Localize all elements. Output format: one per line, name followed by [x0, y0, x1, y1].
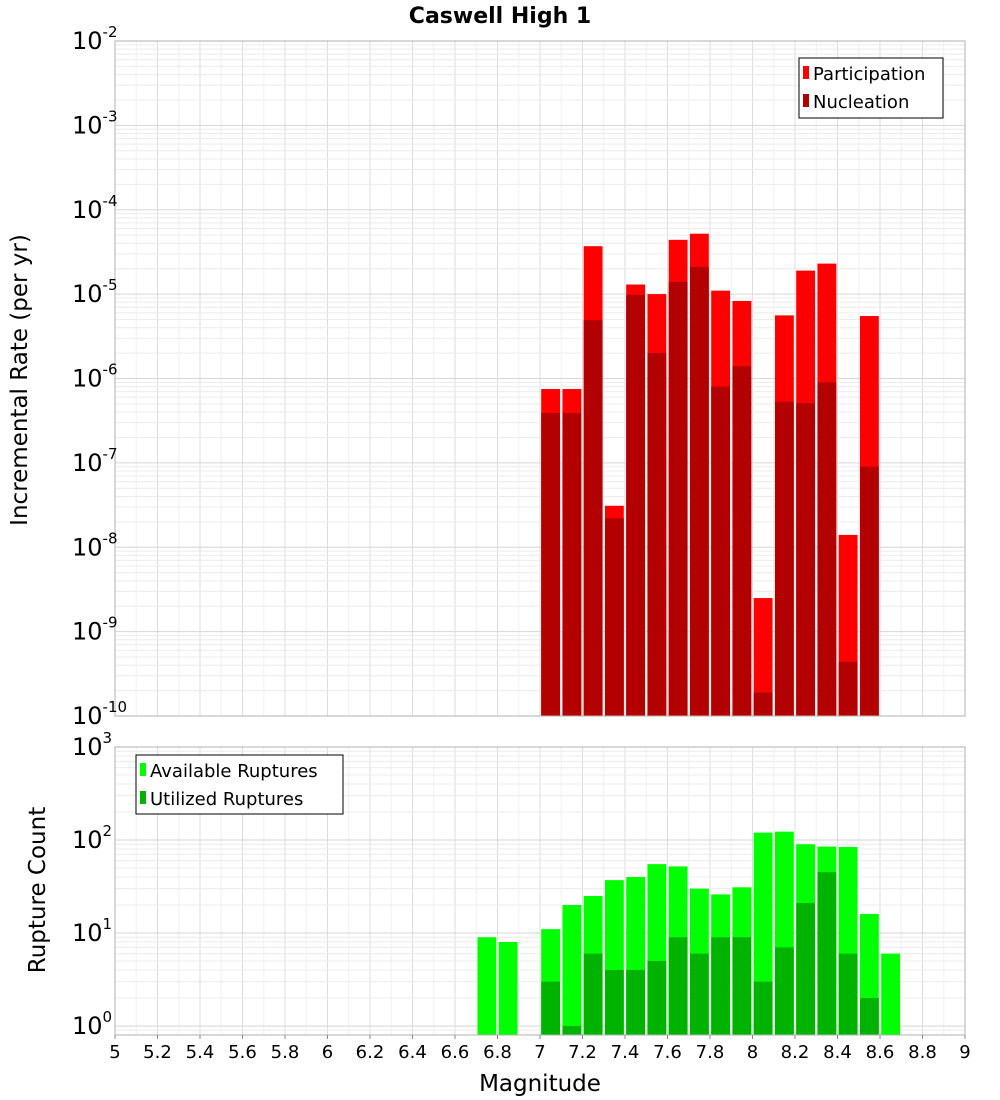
bar-utilized-ruptures — [689, 953, 709, 1035]
bar-utilized-ruptures — [647, 960, 667, 1035]
counts-y-tick-label: 100 — [72, 1008, 112, 1040]
counts-y-tick-label: 102 — [72, 822, 112, 854]
x-tick-label: 8.6 — [866, 1042, 895, 1063]
rates-y-tick-label: 10-9 — [72, 614, 118, 646]
bar-nucleation — [562, 413, 582, 716]
bar-available-ruptures — [477, 937, 497, 1035]
bar-utilized-ruptures — [796, 903, 816, 1035]
bar-nucleation — [647, 353, 667, 716]
chart-title: Caswell High 1 — [409, 4, 591, 29]
x-tick-label: 6 — [322, 1042, 333, 1063]
rates-bars — [541, 233, 879, 716]
bar-nucleation — [689, 266, 709, 716]
rates-y-tick-label: 10-3 — [72, 107, 118, 139]
rates-y-tick-label: 10-10 — [72, 698, 127, 730]
bar-nucleation — [753, 692, 773, 716]
bar-utilized-ruptures — [583, 953, 603, 1035]
bar-available-ruptures — [881, 953, 901, 1035]
x-tick-label: 5 — [109, 1042, 120, 1063]
legend-swatch-participation — [803, 66, 809, 79]
counts-y-tick-label: 103 — [72, 729, 112, 761]
x-tick-label: 5.6 — [228, 1042, 257, 1063]
x-tick-label: 8.4 — [823, 1042, 852, 1063]
legend-label-utilized-ruptures: Utilized Ruptures — [150, 789, 303, 810]
rates-y-tick-label: 10-8 — [72, 529, 118, 561]
x-tick-label: 7.8 — [696, 1042, 725, 1063]
bar-utilized-ruptures — [562, 1025, 582, 1035]
x-tick-label: 5.2 — [143, 1042, 172, 1063]
bar-available-ruptures — [562, 904, 582, 1035]
rates-y-tick-label: 10-7 — [72, 445, 118, 477]
rates-y-tick-label: 10-6 — [72, 361, 118, 393]
bar-nucleation — [817, 382, 837, 716]
x-tick-label: 6.4 — [398, 1042, 427, 1063]
bar-nucleation — [626, 294, 646, 716]
x-tick-label: 6.2 — [356, 1042, 385, 1063]
x-tick-label: 7.6 — [653, 1042, 682, 1063]
bar-utilized-ruptures — [711, 937, 731, 1035]
x-tick-label: 9 — [959, 1042, 970, 1063]
rates-y-ticks: 10-2 10-3 10-4 10-5 10-6 10-7 10-8 10-9 10-10 — [72, 23, 127, 730]
bar-nucleation — [838, 661, 858, 716]
x-tick-label: 7.2 — [568, 1042, 597, 1063]
x-tick-label: 6.8 — [483, 1042, 512, 1063]
rates-grid — [114, 41, 966, 717]
bar-utilized-ruptures — [604, 969, 624, 1035]
bar-utilized-ruptures — [774, 947, 794, 1035]
bar-nucleation — [796, 403, 816, 716]
rates-plot-frame — [114, 40, 966, 717]
x-tick-label: 8.2 — [781, 1042, 810, 1063]
bar-utilized-ruptures — [817, 872, 837, 1035]
counts-legend: Available Ruptures Utilized Ruptures — [135, 754, 344, 815]
x-tick-label: 8 — [747, 1042, 758, 1063]
bar-utilized-ruptures — [541, 981, 561, 1035]
counts-x-ticks: 5 5.2 5.4 5.6 5.8 6 6.2 6.4 6.6 6.8 7 7.2 7.4 7.6 7.8 8… — [109, 1035, 971, 1063]
bar-nucleation — [583, 320, 603, 716]
bar-available-ruptures — [498, 942, 518, 1035]
bar-utilized-ruptures — [753, 981, 773, 1035]
legend-label-nucleation: Nucleation — [813, 92, 909, 113]
legend-swatch-nucleation — [803, 94, 809, 107]
rates-y-axis-title: Incremental Rate (per yr) — [7, 234, 33, 526]
counts-y-axis-title: Rupture Count — [25, 807, 51, 973]
bar-nucleation — [732, 366, 752, 716]
rates-y-tick-label: 10-5 — [72, 276, 118, 308]
bar-nucleation — [859, 466, 879, 716]
legend-swatch-utilized-ruptures — [140, 791, 146, 804]
counts-bars — [477, 831, 901, 1035]
rates-y-tick-label: 10-4 — [72, 192, 118, 224]
x-tick-label: 5.8 — [271, 1042, 300, 1063]
bar-participation — [753, 598, 773, 716]
bar-nucleation — [541, 413, 561, 716]
bar-utilized-ruptures — [668, 937, 688, 1035]
x-tick-label: 7.4 — [611, 1042, 640, 1063]
bar-utilized-ruptures — [859, 997, 879, 1035]
bar-nucleation — [711, 386, 731, 716]
legend-label-participation: Participation — [813, 64, 925, 85]
bar-utilized-ruptures — [732, 937, 752, 1035]
x-axis-title: Magnitude — [479, 1071, 601, 1097]
x-tick-label: 6.6 — [441, 1042, 470, 1063]
bar-nucleation — [668, 281, 688, 716]
counts-legend-box — [135, 754, 344, 815]
bar-nucleation — [774, 401, 794, 716]
x-tick-label: 7 — [534, 1042, 545, 1063]
bar-nucleation — [604, 518, 624, 716]
rates-legend-box — [798, 57, 944, 119]
x-tick-label: 8.8 — [908, 1042, 937, 1063]
bar-utilized-ruptures — [626, 969, 646, 1035]
legend-swatch-available-ruptures — [140, 763, 146, 776]
rates-y-tick-label: 10-2 — [72, 23, 118, 55]
counts-y-tick-label: 101 — [72, 915, 112, 947]
x-tick-label: 5.4 — [186, 1042, 215, 1063]
bar-utilized-ruptures — [838, 953, 858, 1035]
counts-y-ticks: 103 102 101 100 — [72, 729, 112, 1040]
rates-legend: Participation Nucleation — [798, 57, 944, 119]
legend-label-available-ruptures: Available Ruptures — [150, 761, 318, 782]
